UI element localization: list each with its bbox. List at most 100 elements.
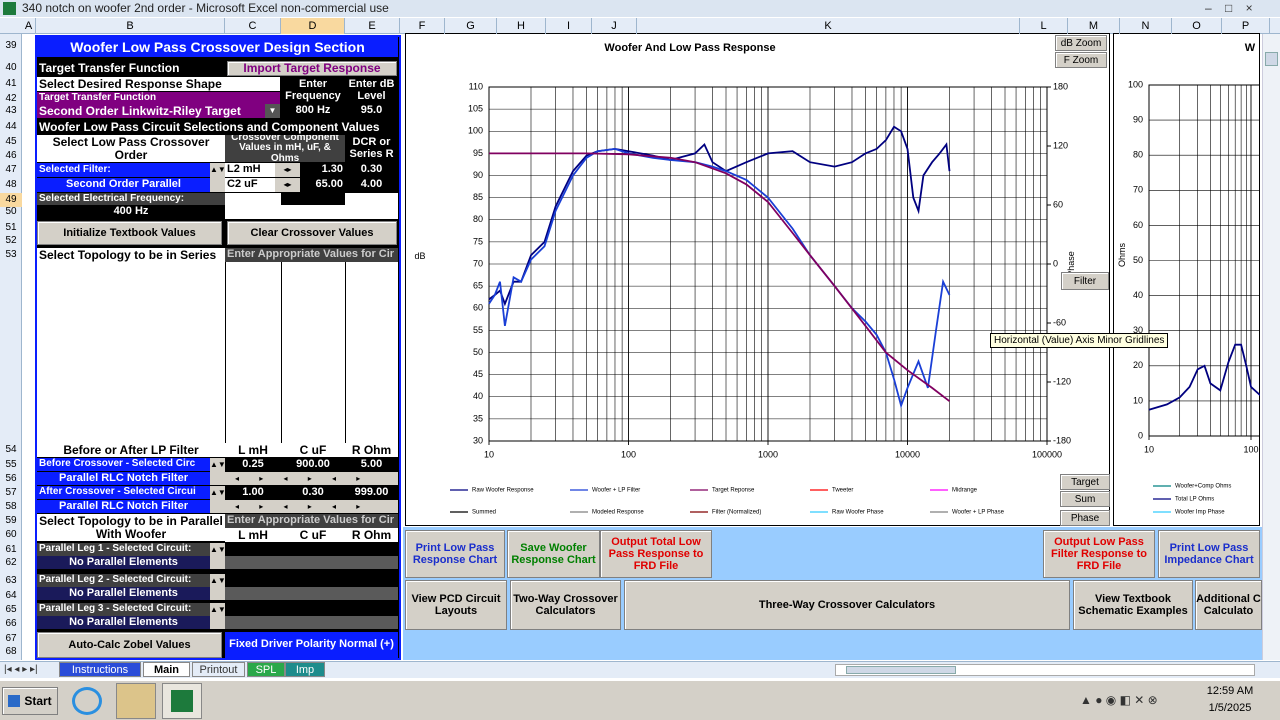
column-header: E bbox=[345, 18, 400, 34]
input-row[interactable] bbox=[225, 556, 398, 569]
y-tick-label: 95 bbox=[473, 148, 483, 158]
action-button[interactable]: Print Low Pass Response Chart bbox=[405, 530, 505, 578]
button[interactable]: Clear Crossover Values bbox=[227, 221, 397, 245]
tray-icons[interactable]: ▲ ● ◉ ◧ ✕ ⊗ bbox=[1080, 693, 1158, 707]
filter-select: Second Order Parallel bbox=[37, 178, 210, 192]
spinner-row[interactable]: ◂ ▸ ◂ ▸ ◂ ▸ bbox=[225, 500, 398, 513]
sheet-tab[interactable]: Instructions bbox=[59, 662, 141, 677]
action-button[interactable]: Print Low Pass Impedance Chart bbox=[1158, 530, 1260, 578]
input-row[interactable] bbox=[225, 616, 398, 629]
action-button[interactable]: View PCD Circuit Layouts bbox=[405, 580, 507, 630]
component-name: L2 mH bbox=[225, 163, 275, 177]
chart-button[interactable]: Phase bbox=[1060, 510, 1110, 526]
y-tick-label: 55 bbox=[473, 325, 483, 335]
row-header: 44 bbox=[5, 121, 17, 132]
circuit-select: Parallel RLC Notch Filter bbox=[37, 500, 210, 513]
field-label: Before Crossover - Selected Circ bbox=[37, 458, 210, 471]
action-button[interactable]: Save Woofer Response Chart bbox=[507, 530, 600, 578]
column-rule bbox=[281, 262, 282, 443]
vertical-scrollbar[interactable] bbox=[1262, 34, 1280, 660]
button[interactable]: Initialize Textbook Values bbox=[37, 221, 222, 245]
tab-nav[interactable]: |◂ ◂ ▸ ▸| bbox=[4, 664, 38, 675]
action-button[interactable]: Additional C Calculato bbox=[1195, 580, 1262, 630]
legend-label: Woofer + LP Phase bbox=[952, 510, 1005, 516]
row-header: 41 bbox=[5, 78, 17, 89]
sheet-tab[interactable]: SPL bbox=[247, 662, 285, 677]
dropdown-arrow[interactable]: ▲▼ bbox=[210, 486, 226, 513]
button[interactable]: Import Target Response bbox=[227, 61, 397, 76]
action-button[interactable]: Output Total Low Pass Response to FRD Fi… bbox=[600, 530, 712, 578]
window-controls[interactable]: – □ × bbox=[1205, 1, 1253, 15]
column-header: Before or After LP Filter bbox=[37, 443, 225, 457]
button[interactable]: Auto-Calc Zobel Values bbox=[37, 632, 222, 658]
y-tick-label: 70 bbox=[1133, 185, 1143, 195]
y-tick-label: 80 bbox=[473, 214, 483, 224]
y2-tick-label: -120 bbox=[1053, 376, 1071, 386]
spinner[interactable]: ◂▸ bbox=[275, 163, 300, 177]
legend-label: Summed bbox=[472, 510, 496, 516]
action-button[interactable]: Three-Way Crossover Calculators bbox=[624, 580, 1070, 630]
start-button[interactable]: Start bbox=[2, 687, 58, 715]
dropdown-arrow[interactable]: ▼ bbox=[265, 104, 280, 118]
y-axis-label: Ohms bbox=[1117, 243, 1127, 268]
scroll-thumb[interactable] bbox=[846, 666, 956, 674]
sheet-tab[interactable]: Printout bbox=[192, 662, 245, 677]
x-tick-label: 100 bbox=[621, 449, 636, 459]
start-label: Start bbox=[24, 694, 52, 708]
row-header: 49 bbox=[0, 193, 22, 207]
y-axis-label: dB bbox=[414, 251, 425, 261]
dropdown-arrow[interactable]: ▲▼ bbox=[210, 163, 226, 192]
column-header: L mH bbox=[225, 528, 281, 542]
chart-button[interactable]: Sum bbox=[1060, 491, 1110, 507]
column-header: R Ohm bbox=[345, 528, 398, 542]
action-button[interactable]: Output Low Pass Filter Response to FRD F… bbox=[1043, 530, 1155, 578]
column-header: K bbox=[637, 18, 1020, 34]
y-tick-label: 110 bbox=[469, 81, 483, 91]
row-header: 43 bbox=[5, 105, 17, 116]
chart-button[interactable]: F Zoom bbox=[1055, 52, 1107, 68]
column-rule bbox=[225, 262, 226, 443]
action-button[interactable]: View Textbook Schematic Examples bbox=[1073, 580, 1193, 630]
row-header: 58 bbox=[5, 501, 17, 512]
y-tick-label: 35 bbox=[473, 413, 483, 423]
legend-label: Raw Woofer Response bbox=[472, 488, 534, 494]
dropdown-arrow[interactable]: ▲▼ bbox=[210, 458, 226, 485]
clock-date: 1/5/2025 bbox=[1208, 702, 1252, 714]
dropdown-arrow[interactable]: ▲▼ bbox=[210, 574, 226, 600]
field-label: Selected Electrical Frequency: bbox=[37, 193, 225, 205]
browser-icon[interactable] bbox=[72, 687, 102, 715]
action-button[interactable]: Two-Way Crossover Calculators bbox=[510, 580, 621, 630]
spinner-row[interactable]: ◂ ▸ ◂ ▸ ◂ ▸ bbox=[225, 472, 398, 485]
sheet-tab[interactable]: Imp bbox=[285, 662, 325, 677]
column-header: C uF bbox=[281, 443, 345, 457]
series-area bbox=[37, 262, 398, 443]
target-select: Second Order Linkwitz-Riley Target bbox=[37, 104, 265, 118]
dropdown-arrow[interactable]: ▲▼ bbox=[210, 543, 226, 569]
column-header: M bbox=[1068, 18, 1120, 34]
y-tick-label: 60 bbox=[473, 303, 483, 313]
chart-button[interactable]: Filter bbox=[1061, 272, 1109, 290]
input-row[interactable] bbox=[225, 587, 398, 600]
spinner[interactable]: ◂▸ bbox=[275, 178, 300, 192]
column-header: G bbox=[445, 18, 497, 34]
column-header: D bbox=[281, 18, 345, 34]
row-header: 42 bbox=[5, 93, 17, 104]
chart-button[interactable]: dB Zoom bbox=[1055, 35, 1107, 51]
horizontal-scrollbar[interactable] bbox=[835, 664, 1255, 676]
sheet-tab[interactable]: Main bbox=[143, 662, 190, 677]
chart-button[interactable]: Target bbox=[1060, 474, 1110, 490]
row-header: 50 bbox=[5, 206, 17, 217]
explorer-icon[interactable] bbox=[116, 683, 156, 719]
component-value: 900.00 bbox=[281, 458, 345, 471]
y-tick-label: 50 bbox=[1133, 255, 1143, 265]
scroll-thumb[interactable] bbox=[1265, 52, 1278, 66]
row-header: 66 bbox=[5, 618, 17, 629]
input-cell[interactable] bbox=[281, 193, 345, 205]
component-value: 999.00 bbox=[345, 486, 398, 499]
row-header: 46 bbox=[5, 150, 17, 161]
excel-task-icon[interactable] bbox=[162, 683, 202, 719]
polarity-label: Fixed Driver Polarity Normal (+) bbox=[225, 632, 398, 658]
dropdown-arrow[interactable]: ▲▼ bbox=[210, 603, 226, 629]
row-header: 59 bbox=[5, 515, 17, 526]
